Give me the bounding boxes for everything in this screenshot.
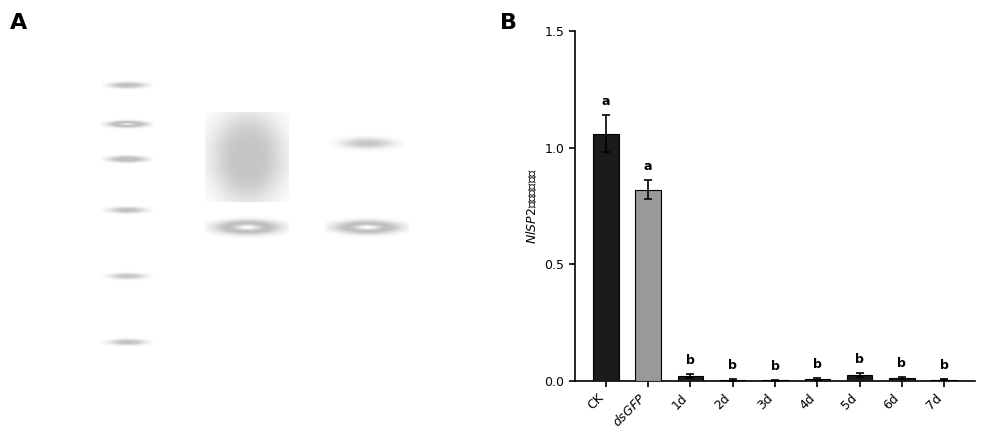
Text: b: b: [813, 358, 822, 371]
Text: b: b: [771, 360, 779, 373]
Bar: [635, 190, 661, 381]
Bar: [805, 379, 830, 381]
Bar: [720, 380, 745, 381]
Bar: [847, 375, 872, 381]
Text: M: M: [119, 45, 135, 63]
Text: B: B: [500, 13, 517, 33]
Bar: [931, 380, 957, 381]
Text: b: b: [897, 357, 906, 370]
Bar: [593, 134, 619, 381]
Text: b: b: [728, 359, 737, 372]
Text: dsGFP: dsGFP: [218, 45, 276, 63]
Text: b: b: [855, 353, 864, 366]
Text: a: a: [644, 160, 652, 173]
Text: dsNlSP2: dsNlSP2: [328, 45, 406, 63]
Bar: [678, 376, 703, 381]
Text: a: a: [602, 95, 610, 108]
Text: b: b: [686, 354, 695, 367]
Text: A: A: [10, 13, 27, 33]
Y-axis label: $\it{NlSP2}$的相对表达量: $\it{NlSP2}$的相对表达量: [525, 168, 539, 244]
Bar: [762, 380, 788, 381]
Text: b: b: [940, 359, 949, 372]
Bar: [889, 378, 915, 381]
